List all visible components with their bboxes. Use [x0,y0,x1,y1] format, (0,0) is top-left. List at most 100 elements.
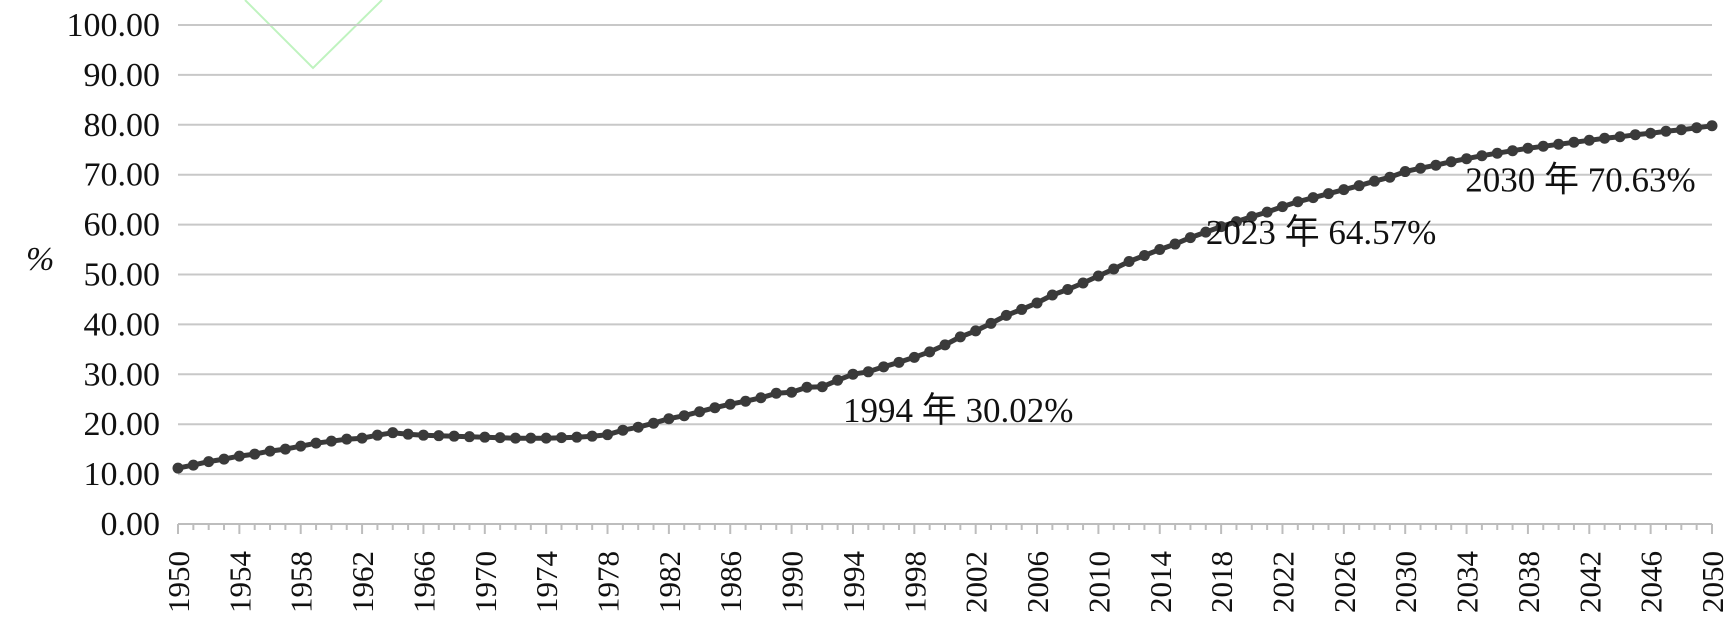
data-point [1461,153,1473,165]
data-point [1200,226,1212,238]
data-point [1369,175,1381,187]
data-point [433,430,445,442]
faint-green-mark [244,0,383,70]
x-tick-label: 2046 [1634,551,1669,613]
data-point [632,421,644,433]
data-point [1629,129,1641,141]
data-point [264,445,276,457]
x-tick-label: 2026 [1327,551,1362,613]
x-tick-label: 1966 [406,551,441,613]
data-point [1522,142,1534,154]
data-point [985,317,997,329]
data-point [1123,256,1135,268]
data-point [862,366,874,378]
y-tick-label: 20.00 [84,406,161,443]
x-tick-label: 1974 [529,551,564,614]
data-point [1645,127,1657,139]
y-tick-label: 80.00 [84,107,161,144]
y-tick-label: 30.00 [84,356,161,393]
data-point [1675,124,1687,136]
data-point [249,448,261,460]
data-point [279,443,291,455]
data-point [509,432,521,444]
data-point [740,395,752,407]
data-point [371,429,383,441]
data-point [1553,138,1565,150]
data-point [1338,184,1350,196]
x-tick-label: 2010 [1081,551,1116,613]
data-point [1614,131,1626,143]
data-point [1537,140,1549,152]
x-tick-label: 1994 [836,551,871,614]
annotation-label: 2023 年 64.57% [1206,213,1436,252]
series-group [172,120,1718,474]
data-point [1077,277,1089,289]
data-point [494,432,506,444]
data-point [540,432,552,444]
data-point [755,392,767,404]
y-tick-label: 100.00 [67,7,161,44]
data-point [663,413,675,425]
x-tick-label: 1950 [161,551,196,613]
data-point [724,398,736,410]
data-point [1108,263,1120,275]
data-point [1138,250,1150,262]
data-point [878,361,890,373]
data-point [1599,132,1611,144]
x-tick-label: 1986 [713,551,748,613]
data-point [1292,196,1304,208]
data-point [1016,303,1028,315]
data-point [1046,289,1058,301]
data-point [954,331,966,343]
data-point [847,368,859,380]
data-point [1399,166,1411,178]
data-point [479,431,491,443]
data-point [203,456,215,468]
data-point [1507,145,1519,157]
data-point [770,387,782,399]
data-point [1092,270,1104,282]
data-point [1230,216,1242,228]
data-point [1246,211,1258,223]
y-axis-ticks: 0.00 10.00 20.00 30.00 40.00 50.00 60.00 70.00 8… [67,7,161,543]
data-point [325,435,337,447]
data-point [602,429,614,441]
y-axis-label: % [26,241,54,278]
data-point [832,374,844,386]
data-point [1691,122,1703,134]
x-tick-label: 1962 [345,551,380,613]
data-point [525,432,537,444]
data-point [218,453,230,465]
data-point [233,450,245,462]
data-point [939,339,951,351]
grid-lines [177,24,1713,534]
x-tick-label: 2042 [1572,551,1607,613]
x-tick-label: 1970 [468,551,503,613]
y-tick-label: 60.00 [84,207,161,244]
data-point [463,431,475,443]
data-point [571,431,583,443]
x-tick-label: 2030 [1388,551,1423,613]
data-point [893,356,905,368]
data-point [694,406,706,418]
data-point [617,424,629,436]
data-point [448,430,460,442]
data-point [1307,192,1319,204]
data-point [1445,156,1457,168]
data-point [1491,147,1503,159]
data-point [187,459,199,471]
x-tick-label: 2038 [1511,551,1546,613]
y-tick-label: 10.00 [84,456,161,493]
data-point [295,440,307,452]
x-tick-label: 2022 [1265,551,1300,613]
data-point [172,462,184,474]
data-point [678,410,690,422]
data-point [1169,238,1181,250]
y-tick-label: 90.00 [84,57,161,94]
x-tick-label: 1982 [652,551,687,613]
data-point [1323,188,1334,200]
data-point [1261,206,1273,218]
data-point [356,432,368,444]
data-point [417,429,429,441]
x-tick-label: 2014 [1143,551,1178,614]
